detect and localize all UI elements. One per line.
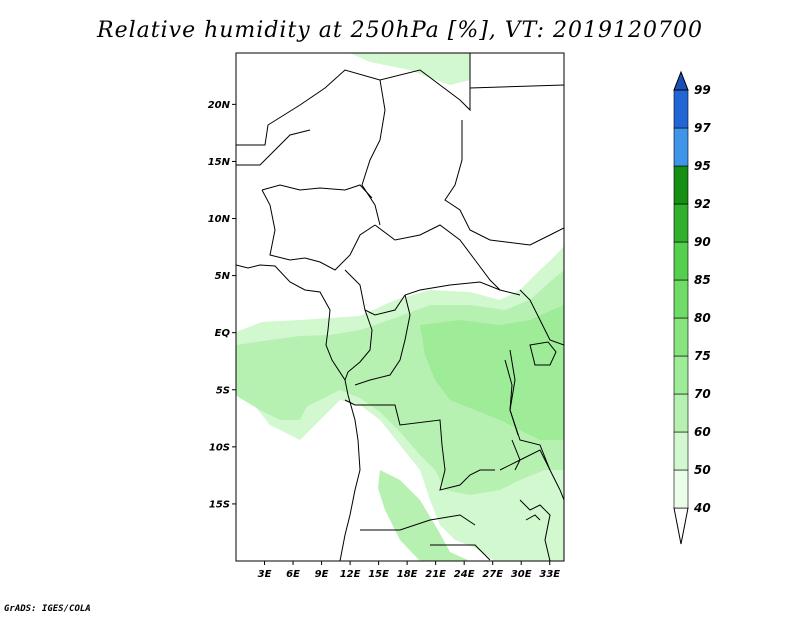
- lat-tick-label: 15S: [209, 499, 230, 510]
- colorbar-segment: [673, 241, 689, 281]
- humidity-zone-south: [378, 470, 470, 561]
- lat-tick-label: 5N: [215, 271, 231, 282]
- colorbar-segment: [673, 89, 689, 129]
- colorbar-segment: [673, 431, 689, 471]
- colorbar-segment: [673, 355, 689, 395]
- credit-text: GrADS: IGES/COLA: [4, 604, 91, 614]
- humidity-field: [236, 53, 564, 561]
- colorbar-segment: [673, 203, 689, 243]
- humidity-zone-west: [236, 350, 310, 420]
- colorbar: 40 50 60 70 75 80 85 90 92 95 97 99: [673, 70, 711, 545]
- colorbar-label: 40: [693, 501, 711, 515]
- lon-tick-label: 21E: [425, 569, 446, 580]
- longitude-ticks: 3E 6E 9E 12E 15E 18E 21E 24E 27E 30E 33E: [258, 561, 560, 580]
- colorbar-label: 80: [694, 311, 711, 325]
- lon-tick-label: 18E: [397, 569, 418, 580]
- colorbar-label: 85: [694, 273, 711, 287]
- map-frame: [235, 52, 565, 562]
- humidity-zone-north: [350, 53, 470, 85]
- colorbar-segment: [673, 393, 689, 433]
- lon-tick-label: 30E: [511, 569, 532, 580]
- country-borders: [236, 53, 564, 561]
- colorbar-segment: [673, 127, 689, 167]
- latitude-ticks: 20N 15N 10N 5N EQ 5S 10S 15S: [208, 100, 236, 510]
- lon-tick-label: 3E: [258, 569, 272, 580]
- colorbar-bottom-cap: [673, 507, 689, 545]
- humidity-zone-70: [420, 305, 564, 440]
- colorbar-top-cap: [673, 70, 689, 91]
- colorbar-label: 95: [694, 159, 711, 173]
- colorbar-label: 99: [694, 83, 711, 97]
- lat-tick-label: 10S: [209, 442, 230, 453]
- colorbar-label: 70: [694, 387, 711, 401]
- lon-tick-label: 9E: [315, 569, 329, 580]
- lon-tick-label: 12E: [340, 569, 361, 580]
- colorbar-label: 90: [694, 235, 711, 249]
- lat-tick-label: 5S: [216, 385, 230, 396]
- colorbar-label: 97: [694, 121, 711, 135]
- colorbar-label: 75: [694, 349, 711, 363]
- colorbar-segment: [673, 279, 689, 319]
- lon-tick-label: 33E: [539, 569, 560, 580]
- colorbar-segment: [673, 165, 689, 205]
- lon-tick-label: 24E: [454, 569, 475, 580]
- colorbar-segment: [673, 469, 689, 509]
- lat-tick-label: 20N: [208, 100, 231, 111]
- lat-tick-label: 15N: [208, 157, 231, 168]
- lat-tick-label: EQ: [215, 328, 231, 339]
- colorbar-label: 50: [694, 463, 711, 477]
- colorbar-label: 60: [694, 425, 711, 439]
- colorbar-label: 92: [694, 197, 711, 211]
- lon-tick-label: 15E: [368, 569, 389, 580]
- colorbar-segment: [673, 317, 689, 357]
- map-title: Relative humidity at 250hPa [%], VT: 201…: [97, 18, 703, 43]
- lon-tick-label: 6E: [286, 569, 300, 580]
- lon-tick-label: 27E: [482, 569, 503, 580]
- lat-tick-label: 10N: [208, 214, 231, 225]
